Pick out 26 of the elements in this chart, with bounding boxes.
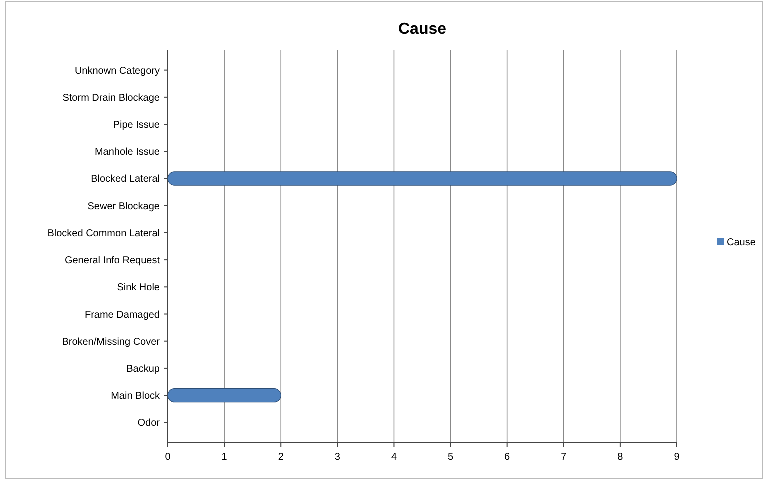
x-tick-label: 3 bbox=[334, 452, 341, 463]
legend-label: Cause bbox=[727, 238, 756, 248]
y-tick-label: Sink Hole bbox=[117, 282, 160, 294]
y-tick-label: Blocked Lateral bbox=[91, 174, 160, 186]
y-tick-label: Frame Damaged bbox=[84, 310, 160, 321]
y-tick-label: Broken/Missing Cover bbox=[62, 336, 161, 348]
y-tick-label: Pipe Issue bbox=[113, 120, 160, 132]
x-tick-label: 8 bbox=[618, 452, 624, 463]
x-tick-label: 5 bbox=[448, 452, 454, 463]
x-tick-label: 4 bbox=[391, 452, 398, 463]
y-tick-label: Odor bbox=[138, 418, 161, 430]
y-tick-label: General Info Request bbox=[64, 256, 160, 267]
y-tick-label: Sewer Blockage bbox=[88, 201, 160, 212]
y-tick-label: Manhole Issue bbox=[94, 147, 160, 158]
y-tick-label: Storm Drain Blockage bbox=[62, 92, 160, 104]
x-tick-label: 7 bbox=[561, 452, 568, 463]
x-tick-label: 1 bbox=[222, 452, 228, 463]
chart-title: Cause bbox=[398, 21, 447, 38]
x-tick-label: 6 bbox=[504, 452, 511, 463]
y-tick-label: Unknown Category bbox=[74, 66, 160, 77]
y-tick-label: Main Block bbox=[111, 391, 161, 402]
x-tick-label: 0 bbox=[165, 452, 172, 463]
x-tick-label: 9 bbox=[674, 452, 680, 463]
y-tick-label: Blocked Common Lateral bbox=[48, 228, 160, 240]
y-tick-label: Backup bbox=[126, 364, 160, 375]
x-tick-label: 2 bbox=[278, 452, 284, 463]
